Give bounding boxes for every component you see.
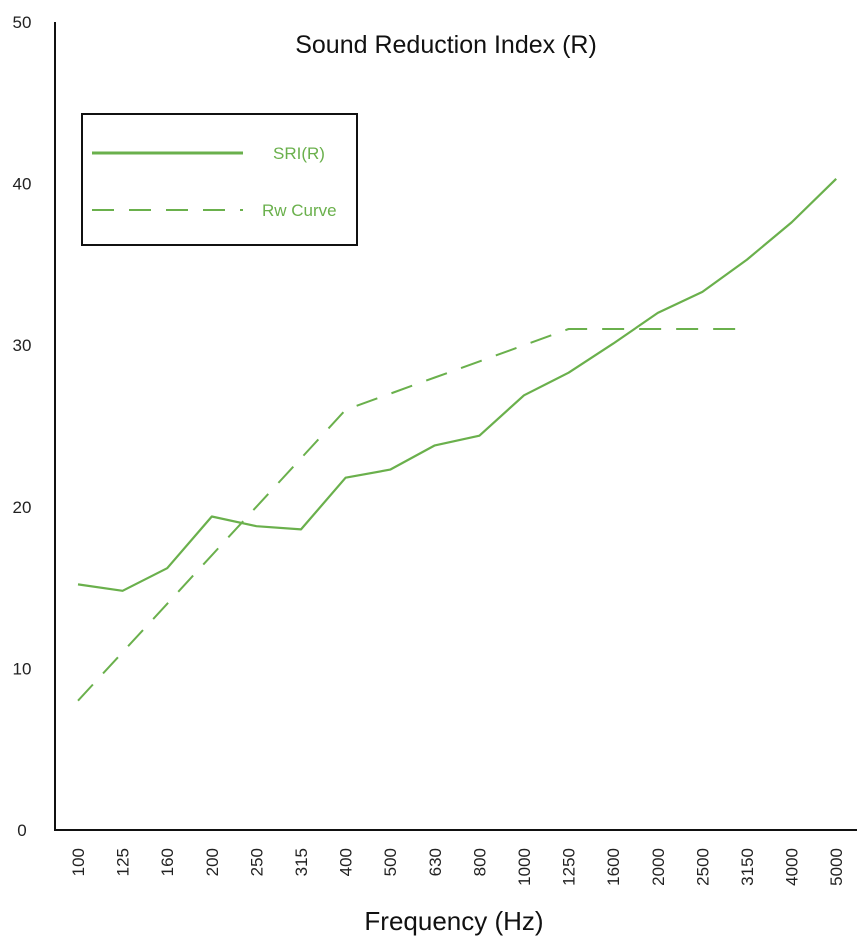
- y-tick-label-0: 0: [17, 821, 26, 840]
- y-tick-label-50: 50: [13, 13, 32, 32]
- x-tick-label-2000: 2000: [649, 848, 668, 886]
- plot-area: 0 10 20 30 40 50 100 125 160 200 250 315 400 500 630 80…: [13, 13, 857, 886]
- legend-label-rw: Rw Curve: [262, 201, 337, 220]
- y-tick-label-20: 20: [13, 498, 32, 517]
- chart-title: Sound Reduction Index (R): [295, 31, 597, 59]
- x-tick-label-630: 630: [426, 848, 445, 876]
- series-line-sri: [77, 178, 837, 592]
- x-tick-label-3150: 3150: [738, 848, 757, 886]
- y-tick-label-40: 40: [13, 175, 32, 194]
- x-axis-label: Frequency (Hz): [364, 906, 543, 936]
- x-tick-label-250: 250: [247, 848, 266, 876]
- y-tick-label-30: 30: [13, 336, 32, 355]
- x-tick-label-5000: 5000: [827, 848, 846, 886]
- x-tick-label-160: 160: [158, 848, 177, 876]
- series-line-rw-curve: [77, 328, 747, 702]
- x-tick-label-1600: 1600: [604, 848, 623, 886]
- x-tick-label-400: 400: [337, 848, 356, 876]
- x-tick-label-500: 500: [381, 848, 400, 876]
- x-tick-label-2500: 2500: [693, 848, 712, 886]
- x-tick-label-4000: 4000: [783, 848, 802, 886]
- x-tick-label-1000: 1000: [515, 848, 534, 886]
- y-tick-label-10: 10: [13, 659, 32, 678]
- x-tick-label-200: 200: [203, 848, 222, 876]
- legend-box: [81, 113, 358, 246]
- x-tick-label-1250: 1250: [560, 848, 579, 886]
- legend-label-sri: SRI(R): [273, 144, 325, 163]
- legend: SRI(R) Rw Curve: [81, 113, 358, 246]
- x-tick-label-315: 315: [292, 848, 311, 876]
- x-tick-label-125: 125: [114, 848, 133, 876]
- x-tick-label-100: 100: [69, 848, 88, 876]
- x-tick-label-800: 800: [470, 848, 489, 876]
